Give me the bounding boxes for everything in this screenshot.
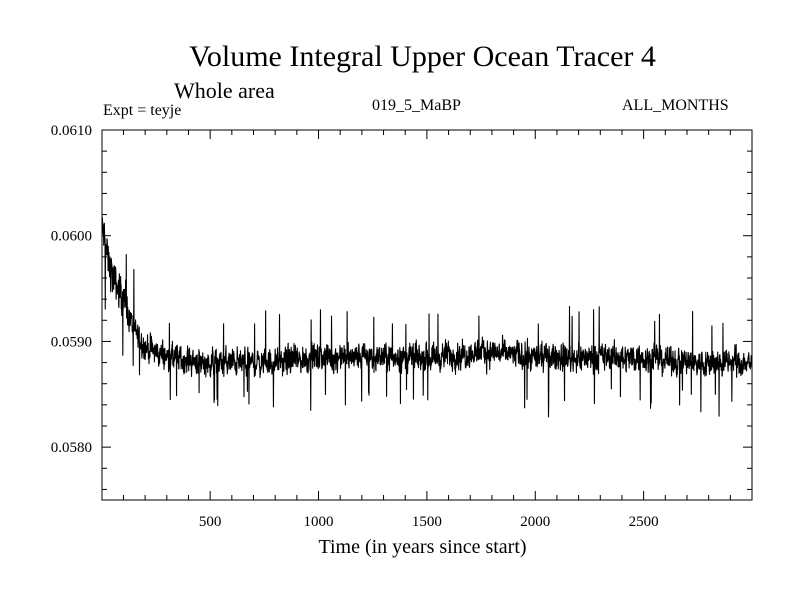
y-tick-label: 0.0590 [51,334,92,350]
chart-subtitle: Whole area [174,78,275,103]
axis-tick-labels: 500 1000 1500 2000 2500 0.0580 0.0590 0.0600 0.0… [51,123,659,530]
months-label: ALL_MONTHS [622,97,729,114]
y-tick-label: 0.0600 [51,229,92,245]
series-line [101,217,753,418]
x-tick-label: 2500 [629,514,659,530]
run-label: 019_5_MaBP [372,97,461,114]
y-tick-label: 0.0580 [51,440,92,456]
axis-ticks [102,129,752,500]
x-tick-label: 2000 [520,514,550,530]
chart-title: Volume Integral Upper Ocean Tracer 4 [189,40,656,73]
y-tick-label: 0.0610 [51,123,92,139]
x-tick-label: 1000 [304,514,334,530]
x-tick-label: 500 [199,514,222,530]
plot-frame [101,129,753,501]
x-axis-label: Time (in years since start) [318,536,527,558]
x-tick-label: 1500 [412,514,442,530]
experiment-label: Expt = teyje [103,102,182,119]
